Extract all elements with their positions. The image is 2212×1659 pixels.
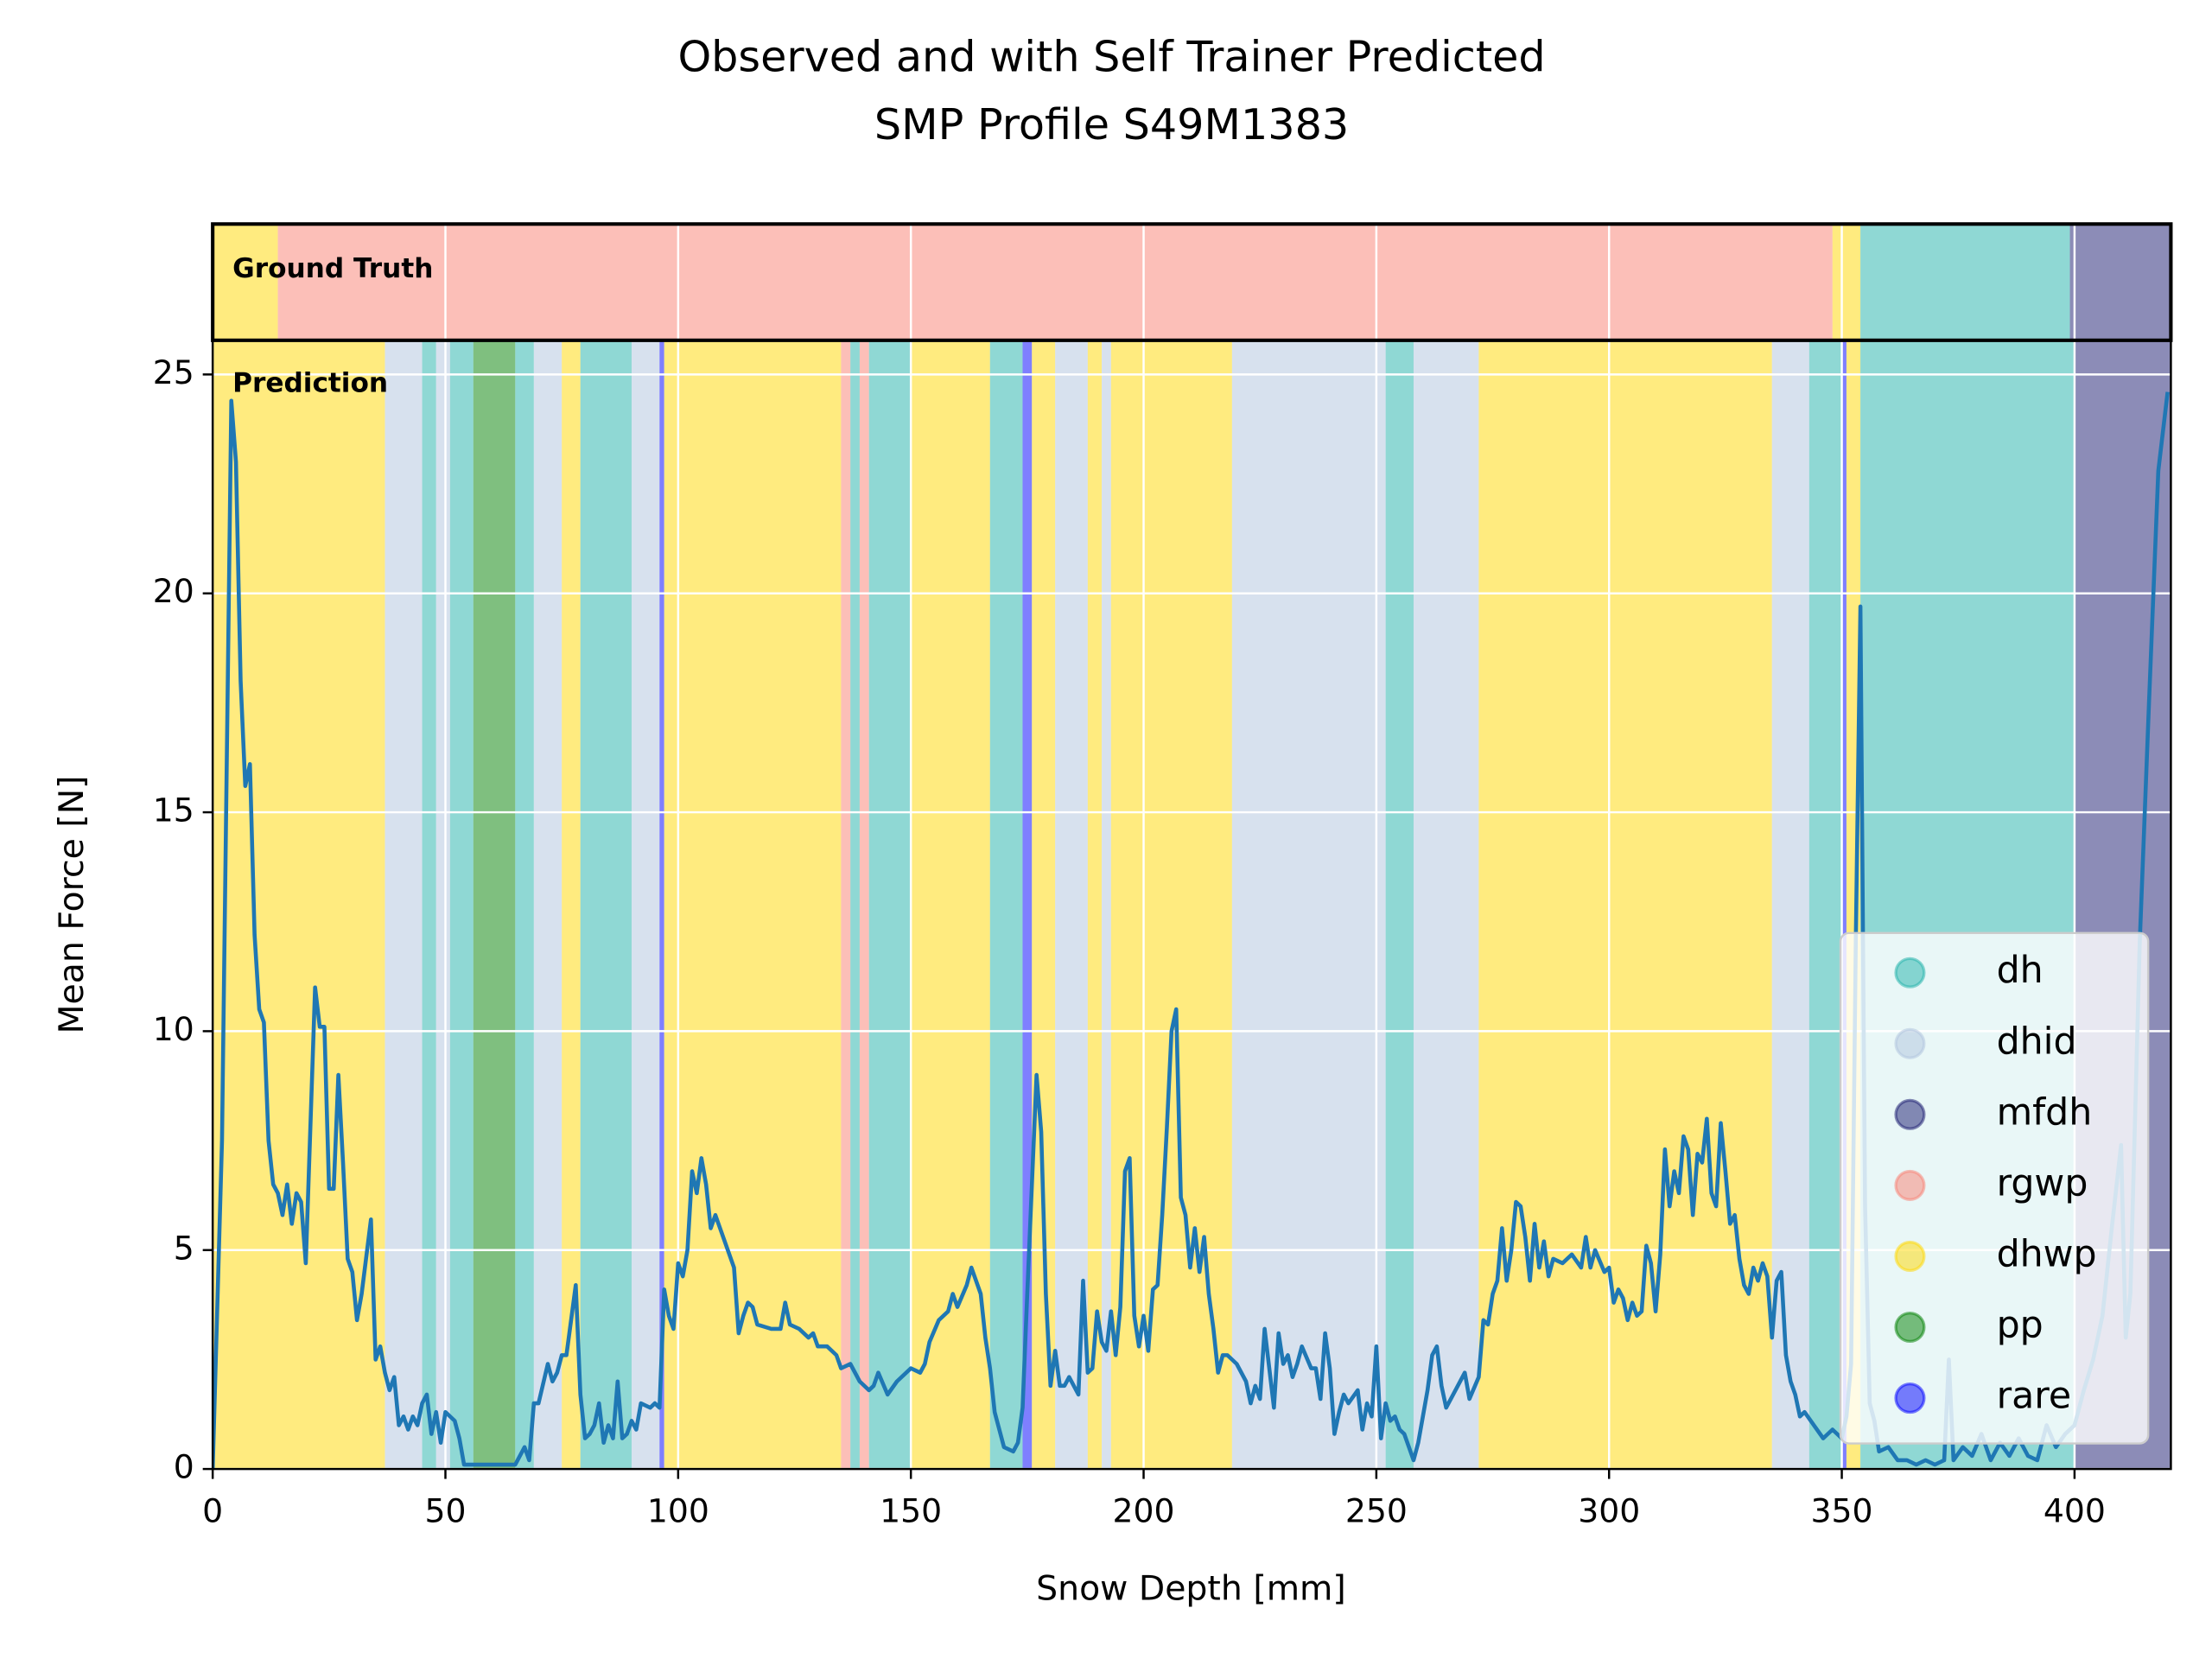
panel-label: Ground Truth xyxy=(232,253,433,284)
legend-label: pp xyxy=(1997,1304,2044,1347)
class-band xyxy=(659,340,664,1470)
class-band xyxy=(533,340,563,1470)
class-band xyxy=(1385,340,1414,1470)
y-tick-label: 0 xyxy=(174,1448,194,1486)
panel-label: Prediction xyxy=(232,368,388,399)
chart-title: Observed and with Self Trainer Predicted xyxy=(677,31,1545,81)
y-tick-label: 25 xyxy=(153,353,194,391)
class-band xyxy=(989,340,1023,1470)
x-tick-label: 300 xyxy=(1578,1491,1640,1529)
class-band xyxy=(515,340,534,1470)
class-band xyxy=(1771,340,1809,1470)
y-axis-label: Mean Force [N] xyxy=(52,775,92,1033)
legend-label: mfdh xyxy=(1997,1090,2093,1134)
class-band xyxy=(664,340,842,1470)
class-band xyxy=(1832,224,1861,340)
x-tick-label: 400 xyxy=(2044,1491,2106,1529)
class-band xyxy=(1841,340,1847,1470)
legend-label: dhwp xyxy=(1997,1232,2097,1275)
class-band xyxy=(277,224,1833,340)
legend-label: rare xyxy=(1997,1375,2072,1418)
legend-marker xyxy=(1894,957,1926,988)
class-band xyxy=(213,224,278,340)
class-band xyxy=(562,340,581,1470)
x-tick-label: 50 xyxy=(424,1491,466,1529)
class-band xyxy=(850,340,860,1470)
class-band xyxy=(1087,340,1103,1470)
legend-marker xyxy=(1894,1098,1926,1130)
class-band xyxy=(1860,224,2070,340)
legend-marker xyxy=(1894,1169,1926,1201)
legend-marker xyxy=(1894,1382,1926,1414)
legend-marker xyxy=(1894,1027,1926,1059)
legend-label: rgwp xyxy=(1997,1161,2088,1205)
x-axis-label: Snow Depth [mm] xyxy=(1036,1569,1346,1609)
class-band xyxy=(1032,340,1056,1470)
class-band xyxy=(473,340,516,1470)
x-tick-label: 250 xyxy=(1345,1491,1408,1529)
class-band xyxy=(580,340,632,1470)
class-band xyxy=(1231,340,1386,1470)
force-line xyxy=(213,391,2170,1470)
x-tick-label: 100 xyxy=(647,1491,709,1529)
class-band xyxy=(1478,340,1772,1470)
class-band xyxy=(841,340,851,1470)
class-band xyxy=(385,340,423,1470)
chart-title: SMP Profile S49M1383 xyxy=(874,99,1349,149)
class-band xyxy=(1110,340,1232,1470)
class-band xyxy=(859,340,869,1470)
class-band xyxy=(449,340,474,1470)
y-tick-label: 5 xyxy=(174,1229,194,1267)
class-band xyxy=(1808,340,1842,1470)
class-band xyxy=(213,340,385,1470)
class-band xyxy=(422,340,436,1470)
y-tick-label: 15 xyxy=(153,791,194,830)
x-tick-label: 150 xyxy=(880,1491,942,1529)
class-band xyxy=(1022,340,1033,1470)
x-tick-label: 200 xyxy=(1113,1491,1175,1529)
class-band xyxy=(1413,340,1479,1470)
x-tick-label: 0 xyxy=(202,1491,223,1529)
class-band xyxy=(2069,224,2171,340)
class-band xyxy=(1102,340,1111,1470)
legend-label: dh xyxy=(1997,949,2044,992)
x-tick-label: 350 xyxy=(1811,1491,1873,1529)
y-tick-label: 10 xyxy=(153,1010,194,1048)
legend-marker xyxy=(1894,1311,1926,1344)
legend-marker xyxy=(1894,1240,1926,1272)
legend-label: dhid xyxy=(1997,1020,2077,1063)
legend-box xyxy=(1839,931,2150,1445)
class-band xyxy=(631,340,660,1470)
class-band xyxy=(435,340,450,1470)
class-band xyxy=(868,340,912,1470)
plot-frame xyxy=(211,339,2172,1471)
y-tick-label: 20 xyxy=(153,572,194,610)
